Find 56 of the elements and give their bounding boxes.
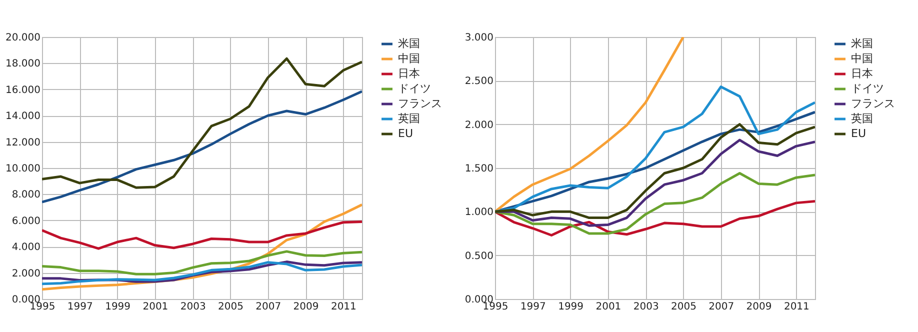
y-tick-label: 4.000	[12, 242, 40, 254]
x-tick-label: 1999	[558, 302, 584, 312]
line-series	[495, 138, 815, 227]
line-series	[495, 172, 815, 235]
legend-label: ドイツ	[398, 82, 431, 95]
legend-label: フランス	[851, 97, 895, 110]
legend-label: 日本	[851, 67, 873, 80]
legend-label: 米国	[398, 37, 420, 50]
x-tick-label: 2005	[671, 302, 696, 312]
legend-label: 米国	[851, 37, 873, 50]
x-tick-label: 2007	[256, 302, 282, 312]
y-tick-label: 2.000	[464, 120, 494, 131]
y-tick-label: 1.500	[464, 164, 494, 174]
line-series	[495, 123, 815, 220]
y-tick-label: 1.000	[464, 207, 494, 218]
legend-label: 日本	[398, 67, 420, 80]
legend-label: 中国	[851, 52, 873, 65]
x-tick-label: 2009	[746, 302, 772, 312]
line-series	[42, 57, 362, 189]
line-series	[42, 250, 362, 276]
y-tick-label: 18.000	[6, 58, 40, 70]
legend-label: 英国	[851, 112, 873, 125]
legend-label: 英国	[398, 112, 420, 125]
legend-label: EU	[398, 127, 414, 140]
y-tick-label: 2.500	[464, 76, 494, 88]
legend-label: 中国	[398, 52, 420, 65]
y-tick-label: 14.000	[6, 111, 40, 122]
x-tick-label: 2001	[596, 302, 622, 312]
x-tick-label: 2011	[330, 302, 356, 312]
x-tick-label: 1997	[67, 302, 93, 312]
y-tick-label: 0.500	[464, 250, 494, 262]
x-tick-label: 2007	[708, 302, 734, 312]
line-series	[495, 86, 815, 213]
x-tick-label: 2005	[218, 302, 244, 312]
y-tick-label: 6.000	[12, 216, 40, 227]
x-tick-label: 2003	[633, 302, 659, 312]
legend-label: ドイツ	[851, 82, 884, 95]
x-tick-label: 1997	[520, 302, 546, 312]
x-tick-label: 2011	[784, 302, 810, 312]
x-tick-label: 1999	[105, 302, 131, 312]
x-tick-label: 2001	[142, 302, 168, 312]
line-series	[495, 200, 815, 236]
y-tick-label: 10.000	[6, 164, 40, 174]
line-series	[42, 220, 362, 250]
legend-label: フランス	[398, 97, 442, 110]
legend-label: EU	[851, 127, 866, 140]
x-tick-label: 2009	[293, 302, 319, 312]
y-tick-label: 2.000	[12, 268, 40, 280]
y-tick-label: 20.000	[6, 32, 40, 44]
y-tick-label: 3.000	[464, 32, 494, 44]
y-tick-label: 16.000	[6, 84, 40, 96]
x-tick-label: 2003	[180, 302, 206, 312]
y-tick-label: 12.000	[6, 137, 40, 148]
line-series	[42, 90, 362, 204]
line-series	[495, 37, 684, 213]
y-tick-label: 8.000	[12, 190, 40, 201]
